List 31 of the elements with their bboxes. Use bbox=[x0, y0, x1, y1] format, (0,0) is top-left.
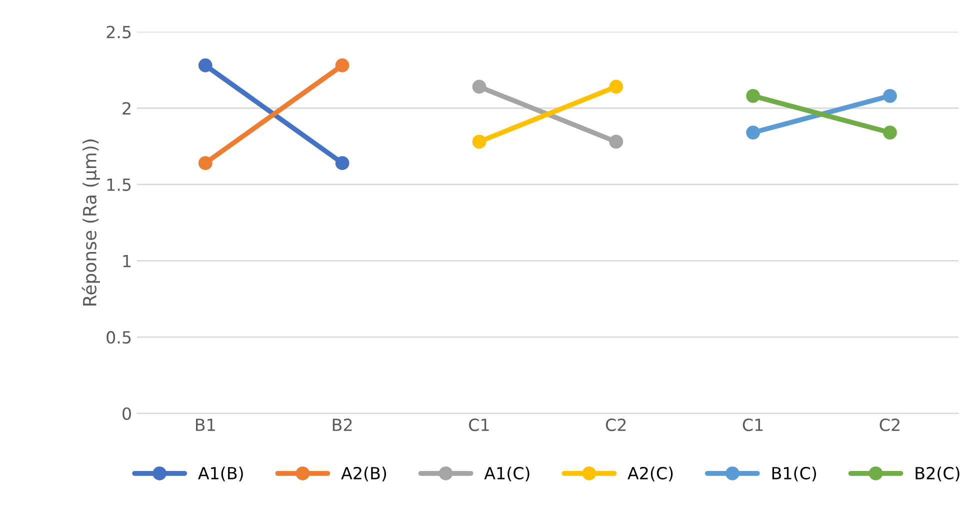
point bbox=[472, 134, 486, 149]
legend-label: A2(B) bbox=[341, 466, 386, 482]
y-tick-label: 2.5 bbox=[106, 26, 131, 38]
legend-label: B2(C) bbox=[916, 466, 960, 482]
x-tick-label: C2 bbox=[880, 418, 900, 432]
y-tick-label: 2 bbox=[122, 102, 130, 114]
legend-label: A1(C) bbox=[484, 466, 530, 482]
point bbox=[198, 58, 212, 72]
point bbox=[883, 88, 897, 103]
y-axis-title: Réponse (Ra (µm)) bbox=[82, 140, 100, 306]
point bbox=[883, 126, 897, 140]
point bbox=[746, 88, 760, 103]
y-tick-label: 1 bbox=[123, 254, 131, 268]
x-tick-label: C1 bbox=[742, 418, 763, 432]
x-tick-label: C1 bbox=[469, 418, 489, 432]
y-tick-label: 1.5 bbox=[107, 178, 131, 192]
x-tick-label: C2 bbox=[606, 418, 626, 432]
y-tick-label: 0 bbox=[122, 407, 131, 420]
point bbox=[746, 126, 760, 140]
point bbox=[609, 80, 624, 94]
legend-label: A1(B) bbox=[198, 466, 243, 482]
y-tick-label: 0.5 bbox=[106, 331, 131, 344]
legend-label: B1(C) bbox=[772, 466, 816, 482]
point bbox=[335, 156, 350, 170]
legend-label: A2(C) bbox=[628, 466, 673, 482]
point bbox=[472, 80, 486, 94]
x-tick-label: B1 bbox=[196, 418, 215, 431]
point bbox=[609, 134, 624, 149]
point bbox=[198, 156, 212, 170]
point bbox=[335, 58, 350, 72]
x-tick-label: B2 bbox=[332, 418, 352, 431]
